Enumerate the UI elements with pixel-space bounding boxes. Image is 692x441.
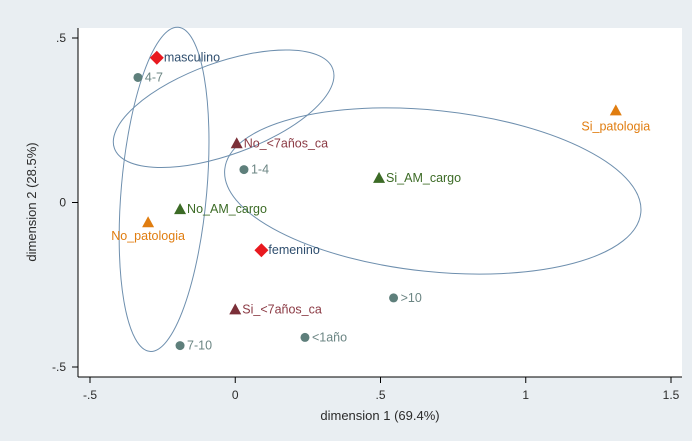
point-label: No_patologia [111,229,185,243]
point-label: >10 [401,291,422,305]
point-marker [389,293,399,303]
point-marker [133,72,143,82]
point-label: Si_<7años_ca [242,302,322,316]
ellipse-2 [224,107,642,275]
point-marker [373,171,386,183]
tick-labels: -.5 0 .5 1 1.5 -.5 0 .5 [52,31,680,402]
point-label: Si_AM_cargo [386,171,461,185]
point-label: No_<7años_ca [244,136,328,150]
point-marker [142,216,155,228]
ellipse-1 [112,49,335,168]
point-label: femenino [268,243,319,257]
x-tick-label: -.5 [83,388,97,402]
x-axis-label: dimension 1 (69.4%) [320,408,439,423]
plot-region [78,28,682,377]
point-label: 7-10 [187,339,212,353]
point-label: No_AM_cargo [187,202,267,216]
confidence-ellipses [112,26,642,352]
point-label: masculino [164,51,220,65]
y-tick-label: .5 [56,31,66,45]
point-label: <1año [312,330,347,344]
y-tick-label: 0 [59,196,66,210]
x-tick-label: 1.5 [663,388,680,402]
y-tick-label: -.5 [52,360,66,374]
point-marker [149,50,164,65]
x-tick-label: 1 [522,388,529,402]
point-marker [174,203,187,215]
point-marker [175,341,185,351]
point-marker [230,137,243,149]
point-marker [254,243,269,258]
x-tick-label: 0 [232,388,239,402]
point-label: 1-4 [251,163,269,177]
point-marker [229,303,242,315]
x-tick-label: .5 [375,388,385,402]
point-label: 4-7 [145,70,163,84]
point-marker [239,165,249,175]
y-axis-label: dimension 2 (28.5%) [24,142,39,261]
point-marker [300,332,310,342]
point-label: Si_patologia [581,119,650,133]
point-marker [609,104,622,116]
data-points: masculino femenino 4-7 1-4 >10 <1año 7-10 No_<7… [111,50,650,353]
ellipse-3 [118,26,210,352]
